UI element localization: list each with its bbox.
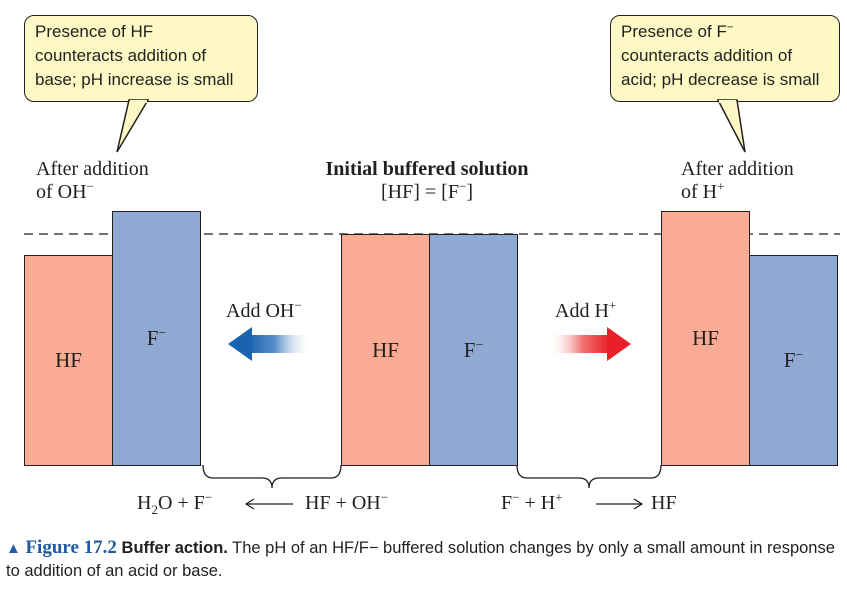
callout-right: Presence of F− counteracts addition of a… <box>610 15 840 102</box>
bar-left-f-text: F <box>146 326 159 350</box>
panel-center-subtitle-end: ] <box>466 181 473 203</box>
reaction-right-sup2: + <box>555 489 563 505</box>
reaction-left-products: H2O + F− <box>137 489 213 517</box>
panel-right-title-line1: After addition <box>681 158 794 180</box>
add-oh-arrow <box>228 327 308 361</box>
caption-figure-number: Figure 17.2 <box>25 537 117 558</box>
bar-center-f: F− <box>429 234 518 466</box>
callout-left: Presence of HF counteracts addition of b… <box>24 15 258 102</box>
panel-right-title: After addition of H+ <box>681 158 794 204</box>
panel-left-title-line2-sup: − <box>86 178 94 194</box>
reaction-right-reactants: F− + H+ <box>501 489 563 515</box>
reaction-left-h: H <box>137 492 152 514</box>
callout-right-line2: counteracts addition of <box>621 46 793 65</box>
bar-right-f-text: F <box>783 348 796 372</box>
panel-center-subtitle: [HF] = [F−] <box>300 178 554 204</box>
callout-right-line3: acid; pH decrease is small <box>621 70 820 89</box>
reaction-arrow-left <box>244 498 293 510</box>
reaction-left-reactants: HF + OH− <box>305 489 389 515</box>
reaction-left-reactants-sup: − <box>380 489 389 505</box>
bar-right-hf-label: HF <box>692 326 719 350</box>
bar-center-f-sup: − <box>475 336 484 352</box>
callout-right-line1: Presence of F− <box>621 20 839 44</box>
reaction-right-product: HF <box>651 492 677 515</box>
panel-center-title-main: Initial buffered solution <box>325 158 529 180</box>
callout-right-line1-sup: − <box>726 21 734 34</box>
panel-right-title-line2-sup: + <box>717 178 725 194</box>
reaction-right-sup1: − <box>512 489 520 505</box>
bar-right-f: F− <box>749 255 838 466</box>
reaction-left-reactants-text: HF + OH <box>305 492 381 514</box>
panel-right-title-line2: of H+ <box>681 178 794 204</box>
caption-triangle-icon: ▲ <box>6 540 21 557</box>
panel-left-title-line2: of OH− <box>36 178 149 204</box>
add-oh-text: Add OH <box>226 300 295 322</box>
bar-left-f-sup: − <box>158 325 167 340</box>
left-brace <box>202 464 342 489</box>
panel-left-title-line1: After addition <box>36 158 149 180</box>
add-h-text: Add H <box>555 300 609 322</box>
reaction-right-h: + H <box>519 492 556 514</box>
add-oh-sup: − <box>294 297 302 313</box>
callout-left-line2: counteracts addition of <box>35 46 207 65</box>
panel-center-subtitle-sup: − <box>458 178 467 194</box>
add-h-sup: + <box>608 297 617 313</box>
caption-title: Buffer action. <box>121 539 228 557</box>
callout-left-line3: base; pH increase is small <box>35 70 234 89</box>
bar-center-f-text: F <box>463 337 476 362</box>
reaction-left-rest: O + F <box>157 492 205 514</box>
reaction-left-sup: − <box>204 489 213 505</box>
callout-right-tail <box>716 99 746 153</box>
add-h-label: Add H+ <box>555 297 617 323</box>
bar-right-f-label: F− <box>784 348 803 373</box>
bar-right-hf: HF <box>661 211 750 466</box>
figure-caption: ▲ Figure 17.2 Buffer action. The pH of a… <box>6 537 841 582</box>
caption-text: The pH of an HF/F− buffered solution cha… <box>6 539 835 580</box>
bar-center-hf: HF <box>341 234 430 466</box>
panel-left-title: After addition of OH− <box>36 158 149 204</box>
panel-right-title-line2-text: of H <box>681 181 718 203</box>
callout-left-tail <box>116 99 150 153</box>
bar-left-hf-label: HF <box>55 348 82 372</box>
bar-center-f-label: F− <box>463 336 484 363</box>
bar-left-f: F− <box>112 211 201 466</box>
reaction-right-product-text: HF <box>651 492 677 514</box>
bar-left-f-label: F− <box>147 326 166 351</box>
panel-center-subtitle-text: [HF] = [F <box>381 181 459 203</box>
reaction-arrow-right <box>596 498 644 510</box>
right-brace <box>516 464 662 489</box>
reaction-left-sub: 2 <box>151 502 158 517</box>
panel-left-title-line2-text: of OH <box>36 181 87 203</box>
bar-left-hf: HF <box>24 255 113 466</box>
callout-left-line1: Presence of HF <box>35 22 154 41</box>
bar-right-f-sup: − <box>795 347 804 362</box>
add-h-arrow <box>551 327 631 361</box>
add-oh-label: Add OH− <box>226 297 302 323</box>
reaction-right-f: F <box>501 492 513 514</box>
callout-right-line1-text: Presence of F <box>621 22 727 41</box>
bar-center-hf-label: HF <box>372 337 399 362</box>
panel-center-title: Initial buffered solution [HF] = [F−] <box>300 158 554 204</box>
